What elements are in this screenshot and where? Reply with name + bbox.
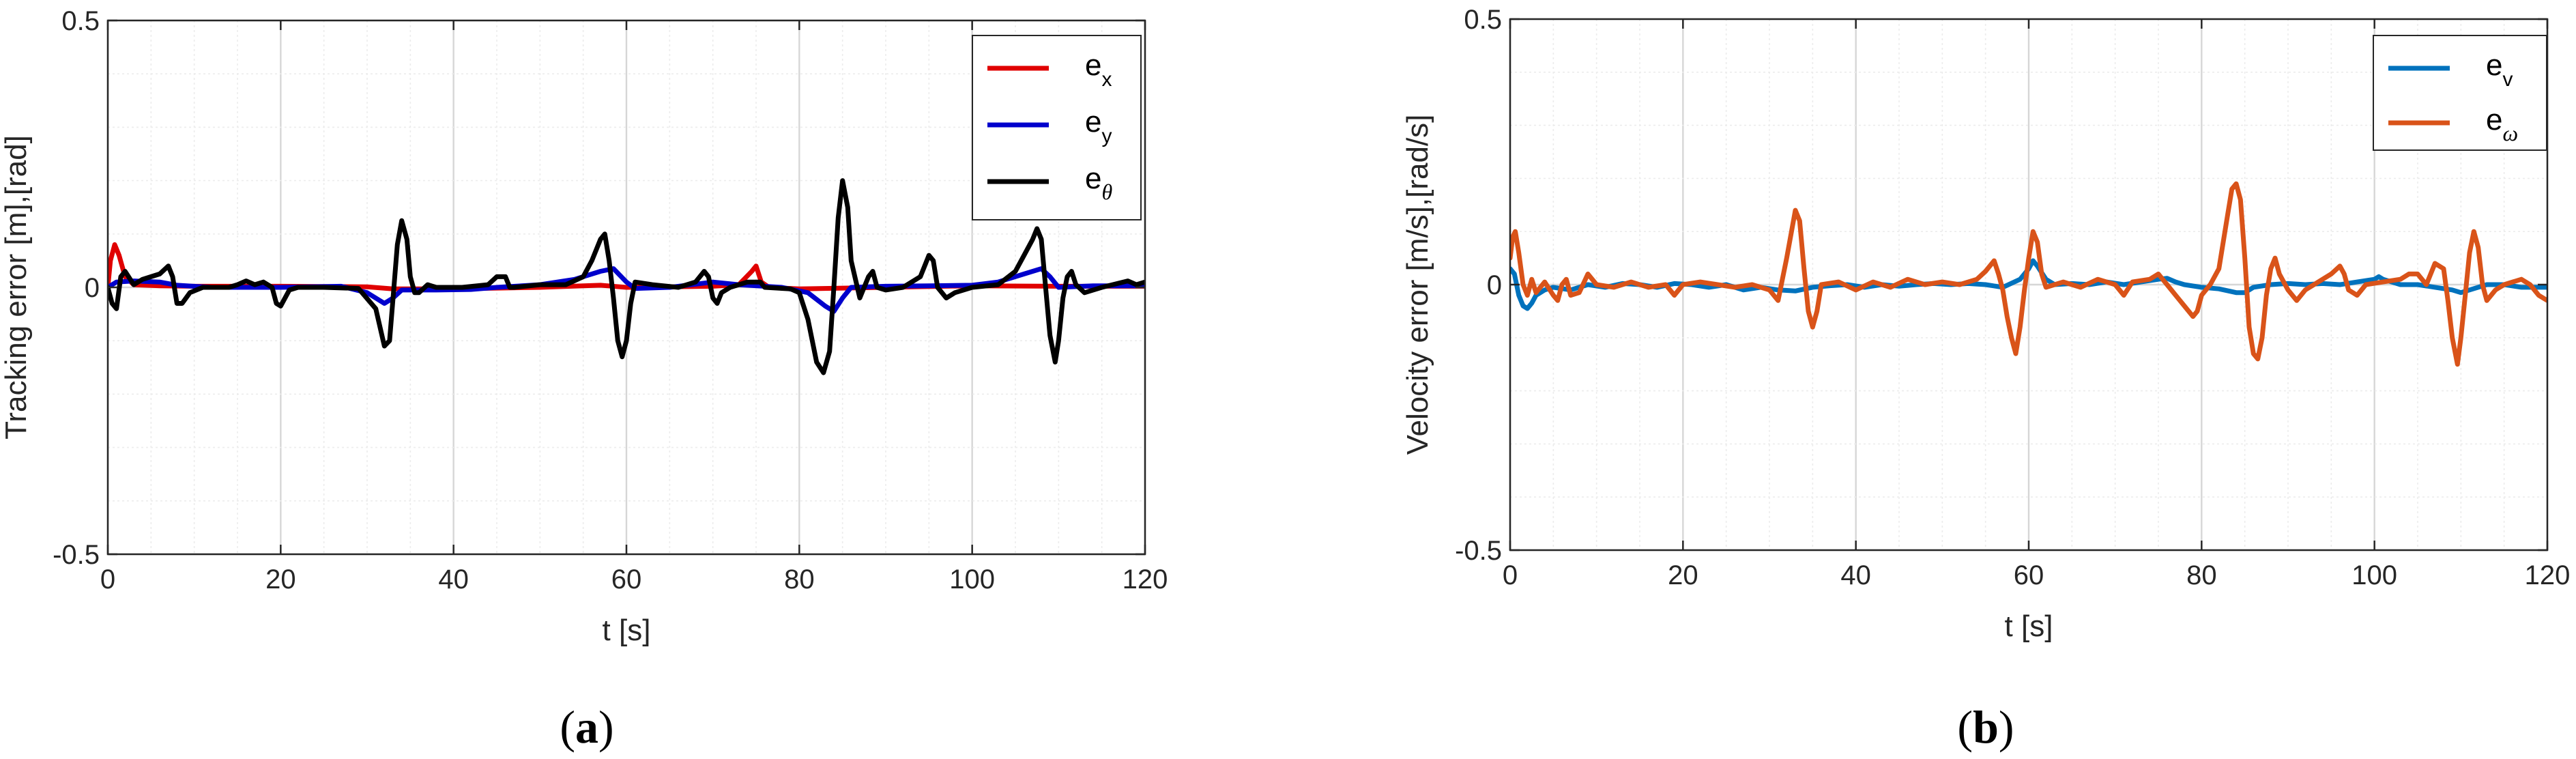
legend-label-subscript: v [2502,68,2513,91]
y-axis-title: Velocity error [m/s],[rad/s] [1401,115,1434,455]
y-tick-label: -0.5 [53,540,100,570]
legend-label-subscript: y [1101,125,1112,147]
x-tick-label: 100 [2351,560,2397,590]
legend-label: eθ [1085,162,1112,204]
panel-label-letter: a [575,701,598,753]
chart-panel-b: 0 20 40 60 80 100 120-0.500.5t [s]Velocity err… [1401,5,2570,753]
legend-label-base: e [1085,162,1101,195]
x-tick-label: 60 [611,564,642,595]
y-tick-label: 0.5 [1464,5,1502,35]
x-tick-label: 0 [100,564,115,595]
panel-label-open: ( [1957,701,1973,753]
x-axis-title: t [s] [2005,610,2053,643]
legend-label-base: e [1085,48,1101,82]
legend-label: eω [2486,103,2518,145]
panel-label: (a) [560,701,613,753]
legend-label-base: e [1085,105,1101,139]
x-tick-label: 80 [784,564,815,595]
y-tick-label: 0.5 [61,6,100,36]
legend-box [972,35,1142,220]
chart-panel-a: 0 20 40 60 80 100 120-0.500.5t [s]Tracking err… [0,6,1168,753]
x-tick-label: 120 [2525,560,2571,590]
legend-label-subscript: x [1101,68,1112,91]
x-tick-label: 40 [438,564,469,595]
legend-box [2373,35,2547,151]
panel-label: (b) [1957,701,2014,753]
y-tick-label: 0 [1487,270,1502,300]
y-tick-label: 0 [85,273,100,303]
panel-label-open: ( [560,701,575,753]
x-tick-label: 0 [1503,560,1518,590]
legend-label-base: e [2486,48,2502,82]
x-tick-label: 20 [1668,560,1698,590]
panel-label-close: ) [1999,701,2014,753]
x-tick-label: 60 [2014,560,2044,590]
legend-label: ex [1085,48,1112,91]
legend-label-subscript: ω [2502,121,2518,145]
y-axis-title: Tracking error [m],[rad] [0,135,33,440]
y-tick-label: -0.5 [1455,536,1502,566]
series-group [1510,181,2547,367]
legend-item-e-x: ex [987,48,1112,91]
x-tick-label: 120 [1123,564,1168,595]
legend-item-e-theta: eθ [987,162,1112,204]
x-axis-title: t [s] [603,614,651,647]
x-tick-label: 80 [2186,560,2217,590]
legend-label: ey [1085,105,1112,147]
series-line-e-theta [108,178,1145,375]
legend-label-base: e [2486,103,2502,137]
series-group [108,178,1145,375]
panel-label-close: ) [598,701,614,753]
x-tick-label: 100 [949,564,995,595]
panel-label-letter: b [1973,701,1999,753]
series-line-e-omega [1510,181,2547,367]
legend-item-e-y: ey [987,105,1112,147]
legend-item-e-v: ev [2388,48,2513,91]
legend-label-subscript: θ [1101,180,1112,204]
x-tick-label: 40 [1840,560,1871,590]
legend-label: ev [2486,48,2513,91]
x-tick-label: 20 [265,564,296,595]
legend-item-e-omega: eω [2388,103,2518,145]
